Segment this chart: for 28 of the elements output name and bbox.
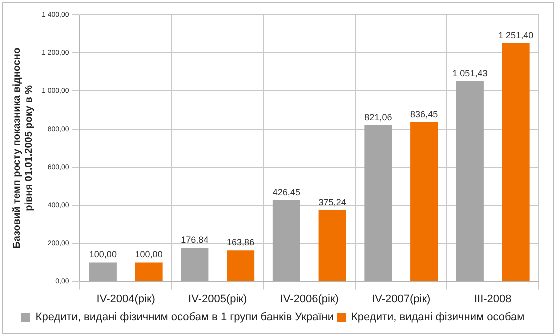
bar xyxy=(364,125,392,282)
bar xyxy=(89,262,117,282)
data-label: 1 251,40 xyxy=(498,30,534,40)
bar xyxy=(318,210,346,282)
bar xyxy=(410,122,438,282)
x-tick-label: IV-2006(рік) xyxy=(280,293,339,306)
bar xyxy=(456,81,484,282)
x-tick-label: IV-2007(рік) xyxy=(372,293,431,306)
data-label: 163,86 xyxy=(227,238,255,248)
data-label: 100,00 xyxy=(135,250,163,260)
bar xyxy=(227,250,255,282)
data-label: 1 051,43 xyxy=(452,68,488,78)
data-label: 176,84 xyxy=(181,235,209,246)
y-axis-title: Базовий темп росту показника відносно рівня 01.01.2005 року в % xyxy=(12,48,35,249)
bar xyxy=(135,262,163,282)
bar xyxy=(502,43,530,282)
data-label: 375,24 xyxy=(318,197,346,208)
x-tick-label: III-2008 xyxy=(474,293,512,306)
data-label: 836,45 xyxy=(410,109,438,120)
data-label: 821,06 xyxy=(364,112,392,122)
legend-label: Кредити, видані фізичним особам xyxy=(352,312,525,324)
data-label: 426,45 xyxy=(272,188,300,198)
x-tick-label: IV-2004(рік) xyxy=(96,293,156,306)
bar xyxy=(272,200,300,282)
bar xyxy=(181,248,209,282)
x-tick-label: IV-2005(рік) xyxy=(188,293,248,306)
legend-label: Кредити, видані фізичним особам в 1 групи банків України xyxy=(36,312,334,324)
data-label: 100,00 xyxy=(89,250,117,260)
